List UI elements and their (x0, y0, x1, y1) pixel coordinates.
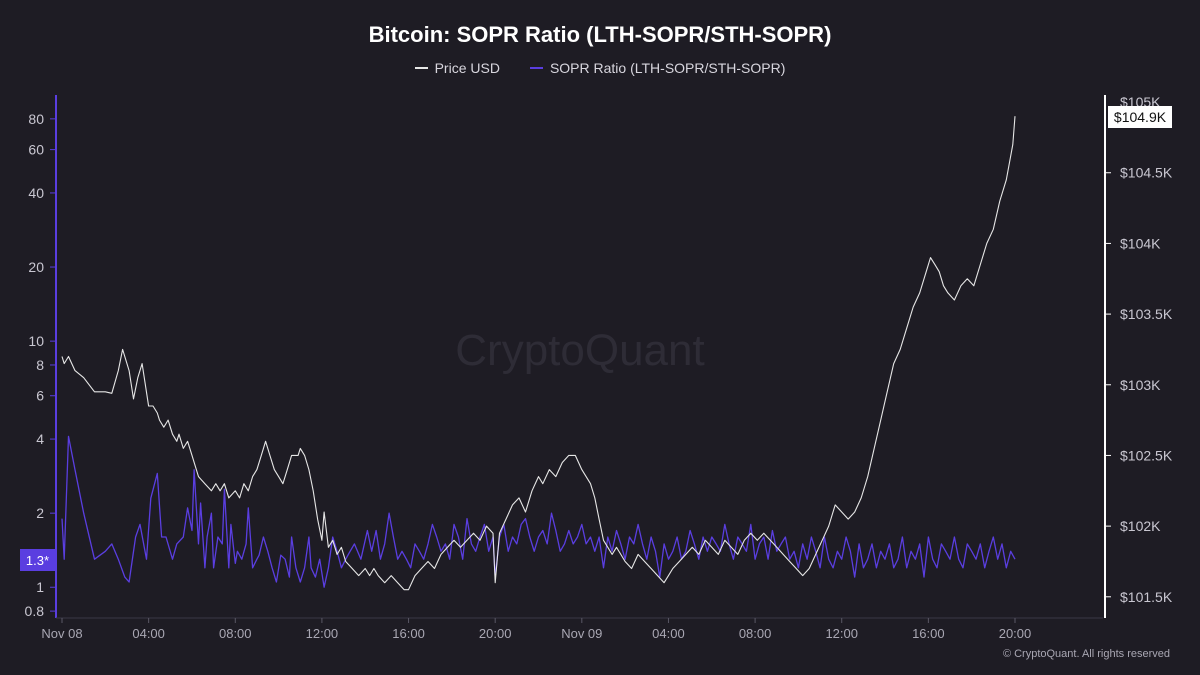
watermark-text: CryptoQuant (455, 326, 704, 375)
legend-item-sopr[interactable]: SOPR Ratio (LTH-SOPR/STH-SOPR) (529, 60, 786, 76)
legend-swatch-sopr (529, 67, 543, 69)
left-axis-tick-label: 6 (36, 388, 44, 404)
legend-swatch-price (414, 67, 428, 69)
x-axis-tick-label: Nov 08 (41, 626, 82, 641)
right-axis-tick-label: $102K (1120, 518, 1161, 534)
left-axis-tick-label: 1 (36, 579, 44, 595)
legend-item-price[interactable]: Price USD (414, 60, 500, 76)
x-axis-tick-label: 12:00 (825, 626, 858, 641)
x-axis-tick-label: 08:00 (219, 626, 252, 641)
x-axis-tick-label: 20:00 (479, 626, 512, 641)
price-line[interactable] (61, 116, 1016, 591)
x-axis-tick-label: 16:00 (912, 626, 945, 641)
left-axis-tick-label: 60 (28, 142, 44, 158)
left-axis-tick-label: 20 (28, 259, 44, 275)
x-axis-tick-label: Nov 09 (561, 626, 602, 641)
left-axis-tick-label: 8 (36, 357, 44, 373)
right-axis-tick-label: $103K (1120, 377, 1161, 393)
right-axis-tick-label: $103.5K (1120, 306, 1173, 322)
x-axis-tick-label: 04:00 (132, 626, 165, 641)
chart-title: Bitcoin: SOPR Ratio (LTH-SOPR/STH-SOPR) (368, 22, 832, 47)
right-axis-tick-label: $101.5K (1120, 589, 1173, 605)
left-axis-tick-label: 2 (36, 505, 44, 521)
left-axis-tick-label: 80 (28, 111, 44, 127)
right-axis-ticks: $101.5K $102K $102.5K $103K $103.5K $104K $104… (1105, 165, 1173, 605)
legend: Price USD SOPR Ratio (LTH-SOPR/STH-SOPR) (0, 60, 1200, 76)
copyright-text: © CryptoQuant. All rights reserved (1002, 648, 1170, 660)
right-axis-tick-label: $104K (1120, 235, 1161, 251)
legend-label-price: Price USD (434, 60, 500, 76)
left-axis-tick-label: 40 (28, 185, 44, 201)
right-axis-tick-label: $102.5K (1120, 447, 1173, 463)
right-axis-current-value: $104.9K (1108, 106, 1172, 128)
sopr-ratio-line[interactable] (61, 435, 1016, 588)
left-axis-tick-label: 4 (36, 431, 44, 447)
right-axis-tick-label: $104.5K (1120, 165, 1173, 181)
left-axis-tick-label: 0.8 (25, 603, 45, 619)
x-axis-tick-label: 20:00 (999, 626, 1032, 641)
x-axis-tick-label: 12:00 (306, 626, 339, 641)
legend-label-sopr: SOPR Ratio (LTH-SOPR/STH-SOPR) (549, 60, 786, 76)
left-axis-current-value: 1.3* (20, 549, 55, 571)
left-axis-ticks: 0.8 1 2 4 6 8 10 20 40 60 80 (25, 111, 56, 619)
x-axis-ticks: Nov 08 04:00 08:00 12:00 16:00 20:00 Nov 09 04:… (41, 618, 1031, 641)
x-axis-tick-label: 16:00 (392, 626, 425, 641)
x-axis-tick-label: 04:00 (652, 626, 685, 641)
x-axis-tick-label: 08:00 (739, 626, 772, 641)
left-axis-tick-label: 10 (28, 333, 44, 349)
